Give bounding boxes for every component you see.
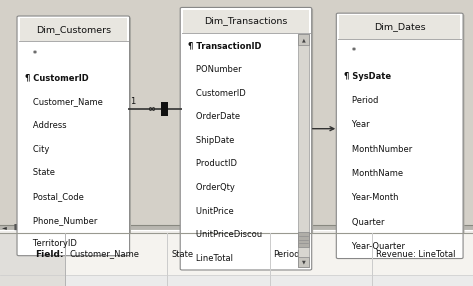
Text: ▼: ▼ [302, 259, 305, 265]
Bar [183, 10, 309, 33]
Text: ¶ TransactionID: ¶ TransactionID [188, 41, 261, 50]
FancyBboxPatch shape [182, 9, 313, 271]
Bar [0, 230, 473, 286]
Text: ◄: ◄ [2, 225, 7, 230]
Text: MonthName: MonthName [344, 169, 403, 178]
FancyBboxPatch shape [338, 14, 464, 260]
Bar [0, 233, 65, 275]
Text: Quarter: Quarter [344, 218, 385, 227]
Bar [161, 102, 168, 116]
Bar [339, 15, 460, 39]
Text: Year-Quarter: Year-Quarter [344, 242, 405, 251]
Text: PONumber: PONumber [188, 65, 241, 74]
Text: MonthNumber: MonthNumber [344, 145, 412, 154]
Text: ∞: ∞ [148, 104, 156, 114]
Text: LineTotal: LineTotal [188, 254, 233, 263]
Text: 1: 1 [130, 97, 135, 106]
Text: TerritoryID: TerritoryID [25, 239, 77, 248]
Text: Phone_Number: Phone_Number [25, 216, 97, 225]
Bar [298, 257, 309, 267]
Text: ShipDate: ShipDate [188, 136, 234, 145]
Bar [20, 18, 127, 41]
Text: Postal_Code: Postal_Code [25, 192, 83, 201]
Text: ¶ CustomerID: ¶ CustomerID [25, 74, 88, 83]
Bar [298, 233, 309, 247]
Text: UnitPriceDiscou: UnitPriceDiscou [188, 230, 262, 239]
Text: Revenue: LineTotal: Revenue: LineTotal [376, 250, 455, 259]
Text: OrderQty: OrderQty [188, 183, 235, 192]
Bar [0, 275, 65, 286]
Text: Customer_Name: Customer_Name [69, 250, 139, 259]
Text: Period: Period [344, 96, 378, 105]
Bar [0, 233, 473, 286]
FancyBboxPatch shape [180, 7, 312, 270]
Text: State: State [171, 250, 193, 259]
Text: ▐▌: ▐▌ [12, 224, 21, 231]
Text: Year-Month: Year-Month [344, 193, 398, 202]
Bar [298, 34, 309, 267]
Text: *: * [25, 50, 37, 59]
Bar [65, 275, 473, 286]
Text: Customer_Name: Customer_Name [25, 97, 103, 106]
Bar [0, 225, 473, 230]
Text: Dim_Transactions: Dim_Transactions [204, 16, 288, 25]
Text: OrderDate: OrderDate [188, 112, 240, 121]
Text: ProductID: ProductID [188, 159, 237, 168]
Text: ▲: ▲ [302, 37, 305, 42]
Text: ¶ SysDate: ¶ SysDate [344, 72, 391, 81]
FancyBboxPatch shape [18, 17, 131, 257]
Text: State: State [25, 168, 54, 177]
Bar [298, 34, 309, 45]
Text: CustomerID: CustomerID [188, 89, 245, 98]
Text: *: * [344, 47, 356, 56]
Text: UnitPrice: UnitPrice [188, 206, 234, 216]
Text: Address: Address [25, 121, 66, 130]
Text: Dim_Dates: Dim_Dates [374, 22, 426, 31]
Bar [65, 233, 473, 275]
Text: City: City [25, 145, 49, 154]
FancyBboxPatch shape [336, 13, 463, 259]
Text: Year: Year [344, 120, 369, 129]
Text: Period: Period [273, 250, 300, 259]
FancyBboxPatch shape [17, 16, 130, 256]
Text: Field:: Field: [35, 250, 63, 259]
Text: Dim_Customers: Dim_Customers [36, 25, 111, 34]
